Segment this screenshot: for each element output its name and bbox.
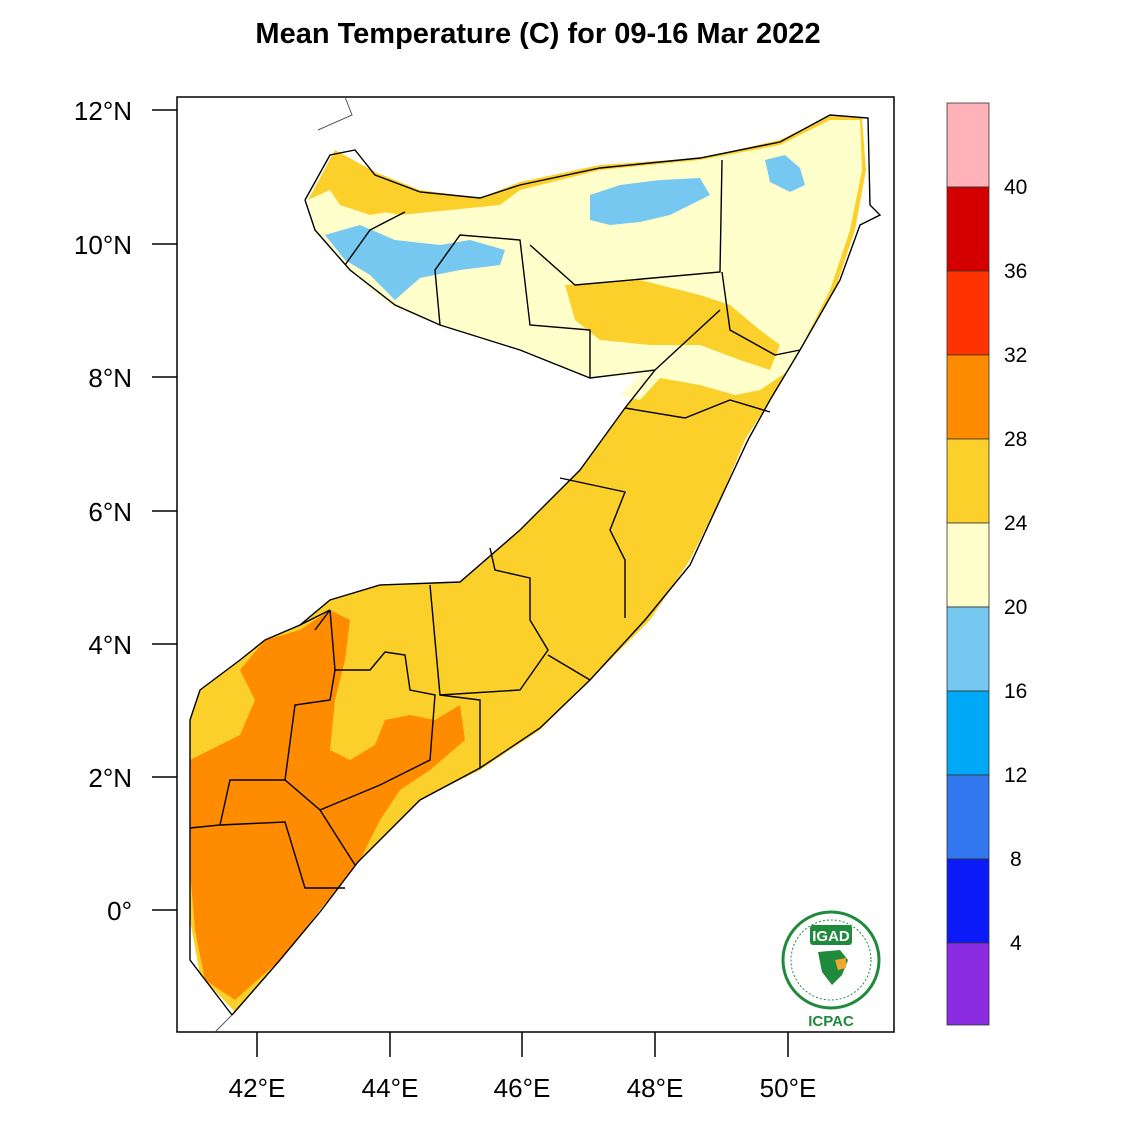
cb-swatch-24-28 (946, 438, 990, 524)
logo-badge (810, 925, 852, 945)
cb-label-20: 20 (1004, 596, 1027, 619)
y-label-6n: 6°N (88, 497, 132, 527)
logo-inner-ring (790, 919, 872, 1001)
cb-label-40: 40 (1004, 176, 1027, 199)
logo-caption: ICPAC (808, 1013, 854, 1030)
cb-swatch-4-8 (946, 858, 990, 944)
cb-label-36: 36 (1004, 260, 1027, 283)
cb-swatch-16-20 (946, 606, 990, 692)
cb-swatch-28-32 (946, 354, 990, 440)
border-11 (319, 609, 436, 811)
igad-logo: IGAD ICPAC (781, 910, 881, 1030)
cb-swatch-36-40 (946, 186, 990, 272)
x-label-48e: 48°E (627, 1073, 684, 1103)
y-ticks (152, 109, 177, 911)
border-12 (299, 609, 331, 631)
x-label-44e: 44°E (362, 1073, 419, 1103)
border-14 (189, 779, 356, 866)
cb-label-8: 8 (1010, 848, 1022, 871)
cb-label-32: 32 (1004, 344, 1027, 367)
cb-swatch-20-24 (946, 522, 990, 608)
logo-name: IGAD (812, 928, 850, 945)
x-tick-labels: 42°E 44°E 46°E 48°E 50°E (229, 1073, 817, 1103)
cb-swatch-8-12 (946, 774, 990, 860)
y-label-8n: 8°N (88, 363, 132, 393)
border-2 (434, 234, 591, 378)
border-15 (219, 821, 345, 889)
border-8 (429, 547, 549, 696)
x-label-50e: 50°E (760, 1073, 817, 1103)
zone-24-28-north-patch (565, 280, 780, 370)
colorbar: 40 36 32 28 24 20 16 12 8 4 (946, 102, 1028, 1026)
border-1 (344, 211, 406, 266)
neighbor-border (317, 96, 353, 131)
zone-16-20-west (325, 225, 505, 300)
admin-borders (189, 114, 882, 1016)
cb-label-24: 24 (1004, 512, 1028, 535)
cb-swatch-below-4 (946, 942, 990, 1026)
border-3 (529, 159, 723, 286)
cb-swatch-40plus (946, 102, 990, 188)
cb-label-12: 12 (1004, 764, 1027, 787)
logo-africa-shape (818, 950, 848, 985)
neighbor-border-south (214, 1014, 233, 1033)
border-10 (439, 694, 481, 768)
zone-16-20-center (590, 178, 710, 225)
y-tick-labels: 12°N 10°N 8°N 6°N 4°N 2°N 0° (74, 96, 132, 926)
coastline (231, 114, 882, 1016)
border-13 (284, 669, 336, 781)
logo-igad-region (835, 958, 846, 970)
cb-label-28: 28 (1004, 428, 1027, 451)
x-label-46e: 46°E (494, 1073, 551, 1103)
map-title: Mean Temperature (C) for 09-16 Mar 2022 (255, 18, 821, 50)
x-label-42e: 42°E (229, 1073, 286, 1103)
y-label-0: 0° (107, 896, 132, 926)
y-label-10n: 10°N (74, 230, 132, 260)
zone-16-20-east (765, 155, 805, 192)
y-label-4n: 4°N (88, 630, 132, 660)
border-6 (624, 399, 771, 419)
zone-28-32-south (190, 610, 465, 1000)
temperature-field (190, 116, 866, 1012)
cb-label-4: 4 (1010, 932, 1022, 955)
western-border (189, 199, 657, 1016)
border-5 (654, 309, 721, 371)
y-label-2n: 2°N (88, 763, 132, 793)
zone-24-28-north-patch2 (330, 165, 400, 215)
border-7 (559, 477, 626, 618)
border-4 (721, 271, 801, 356)
x-ticks (256, 1032, 789, 1057)
cb-swatch-32-36 (946, 270, 990, 356)
border-9 (547, 654, 591, 681)
y-label-12n: 12°N (74, 96, 132, 126)
cb-label-16: 16 (1004, 680, 1027, 703)
cb-swatch-12-16 (946, 690, 990, 776)
